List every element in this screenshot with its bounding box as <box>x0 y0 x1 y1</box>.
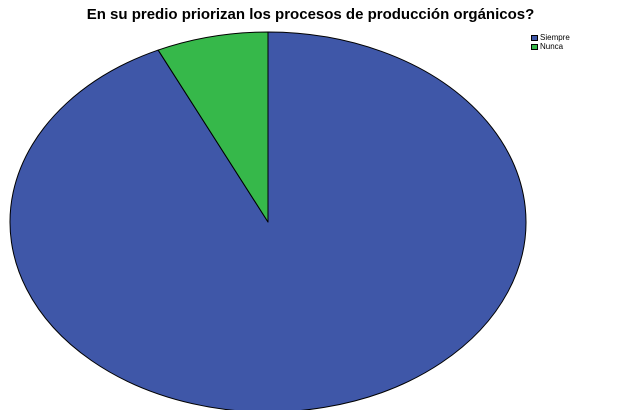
pie-slice-nunca <box>157 31 269 223</box>
legend-swatch-siempre <box>531 34 538 41</box>
legend: Siempre Nunca <box>531 33 570 51</box>
chart-title: En su predio priorizan los procesos de p… <box>86 6 535 23</box>
legend-label-siempre: Siempre <box>540 33 570 42</box>
pie-slice-siempre <box>9 31 527 410</box>
legend-label-nunca: Nunca <box>540 42 564 51</box>
legend-item-siempre: Siempre <box>531 33 570 42</box>
legend-swatch-nunca <box>531 43 538 50</box>
legend-item-nunca: Nunca <box>531 42 570 51</box>
